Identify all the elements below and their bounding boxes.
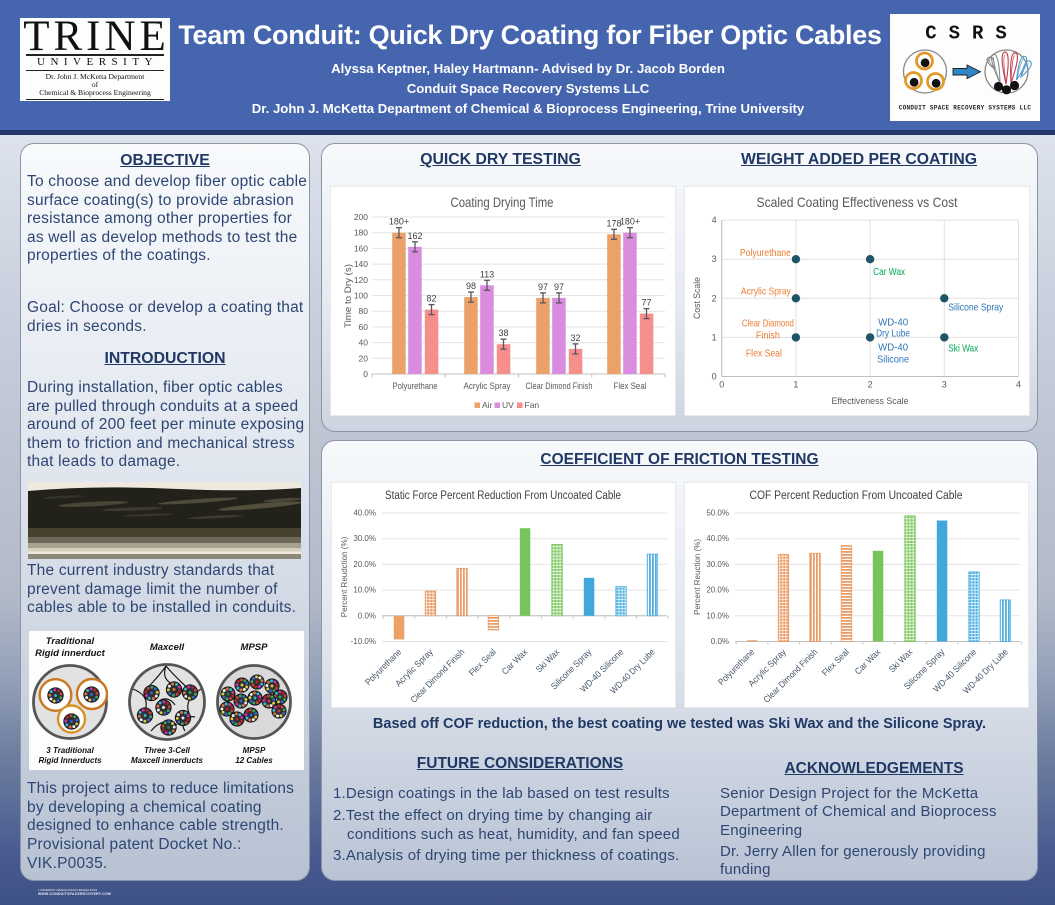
svg-text:Coating Drying Time: Coating Drying Time — [451, 194, 554, 210]
svg-text:2: 2 — [712, 293, 717, 303]
svg-text:20: 20 — [359, 353, 369, 363]
svg-text:40.0%: 40.0% — [706, 534, 729, 543]
svg-text:4: 4 — [1016, 380, 1021, 390]
svg-text:0.0%: 0.0% — [711, 637, 729, 646]
svg-text:Rigid innerduct: Rigid innerduct — [35, 648, 106, 659]
svg-text:50.0%: 50.0% — [706, 509, 729, 518]
svg-text:180+: 180+ — [620, 217, 640, 227]
svg-text:MPSP: MPSP — [243, 746, 266, 755]
svg-text:-10.0%: -10.0% — [351, 637, 376, 646]
svg-text:Acrylic Spray: Acrylic Spray — [464, 381, 511, 391]
svg-text:200: 200 — [354, 212, 368, 222]
svg-text:160: 160 — [354, 243, 368, 253]
svg-text:Silicone: Silicone — [877, 353, 909, 365]
svg-text:Effectiveness Scale: Effectiveness Scale — [832, 396, 909, 407]
svg-text:10.0%: 10.0% — [353, 586, 376, 595]
svg-text:Flex Seal: Flex Seal — [746, 347, 782, 359]
svg-text:Time to Dry (s): Time to Dry (s) — [343, 264, 353, 328]
svg-text:1: 1 — [712, 332, 717, 342]
svg-text:Three 3-Cell: Three 3-Cell — [144, 746, 191, 755]
svg-text:2: 2 — [868, 380, 873, 390]
svg-text:Flex Seal: Flex Seal — [614, 381, 647, 391]
svg-text:113: 113 — [480, 269, 494, 279]
svg-text:0: 0 — [719, 380, 724, 390]
svg-text:Percent Reuction (%): Percent Reuction (%) — [693, 539, 702, 615]
svg-text:Ski Wax: Ski Wax — [948, 342, 979, 354]
svg-text:3 Traditional: 3 Traditional — [46, 746, 94, 755]
svg-text:CONDUIT SPACE RECOVERY SYSTEMS: CONDUIT SPACE RECOVERY SYSTEMS LLC — [899, 105, 1032, 112]
svg-text:Traditional: Traditional — [46, 636, 95, 647]
svg-text:MPSP: MPSP — [241, 642, 269, 653]
svg-text:40: 40 — [359, 338, 369, 348]
svg-text:80: 80 — [359, 306, 369, 316]
svg-text:Finish: Finish — [756, 329, 780, 341]
svg-text:Scaled Coating Effectiveness v: Scaled Coating Effectiveness vs Cost — [757, 194, 958, 210]
svg-text:Polyurethane: Polyurethane — [393, 381, 438, 391]
svg-text:32: 32 — [570, 333, 580, 343]
svg-text:180+: 180+ — [389, 217, 409, 227]
svg-text:WD-40: WD-40 — [878, 316, 908, 328]
svg-text:60: 60 — [359, 322, 369, 332]
svg-text:3: 3 — [712, 254, 717, 264]
svg-text:Cost Scale: Cost Scale — [692, 277, 703, 319]
svg-text:Fan: Fan — [525, 400, 540, 410]
svg-text:40.0%: 40.0% — [353, 509, 376, 518]
svg-text:162: 162 — [407, 231, 422, 241]
svg-text:Clear Diamond: Clear Diamond — [742, 317, 794, 329]
svg-text:140: 140 — [354, 259, 368, 269]
svg-text:38: 38 — [498, 328, 508, 338]
svg-text:4: 4 — [712, 215, 717, 225]
svg-text:Car Wax: Car Wax — [873, 266, 906, 278]
svg-text:0: 0 — [712, 372, 717, 382]
svg-text:UV: UV — [502, 400, 514, 410]
svg-text:97: 97 — [538, 282, 548, 292]
svg-text:120: 120 — [354, 275, 368, 285]
svg-text:12 Cables: 12 Cables — [235, 756, 273, 765]
svg-text:82: 82 — [426, 294, 436, 304]
svg-text:20.0%: 20.0% — [353, 560, 376, 569]
svg-text:WD-40: WD-40 — [878, 341, 908, 353]
svg-text:0.0%: 0.0% — [358, 611, 376, 620]
svg-text:Air: Air — [482, 400, 493, 410]
svg-text:1: 1 — [793, 380, 798, 390]
svg-text:Clear Dimond Finish: Clear Dimond Finish — [526, 381, 593, 391]
svg-text:178: 178 — [606, 218, 621, 228]
svg-text:Polyurethane: Polyurethane — [740, 247, 791, 259]
svg-text:Maxcell: Maxcell — [150, 642, 185, 653]
svg-text:Percent Reudction (%): Percent Reudction (%) — [340, 536, 349, 617]
svg-text:Maxcell innerducts: Maxcell innerducts — [131, 756, 204, 765]
svg-text:COF Percent Reduction From Unc: COF Percent Reduction From Uncoated Cabl… — [750, 490, 963, 502]
svg-text:3: 3 — [942, 380, 947, 390]
svg-text:10.0%: 10.0% — [706, 611, 729, 620]
svg-text:CSRS: CSRS — [925, 23, 1019, 45]
svg-text:Silicone Spray: Silicone Spray — [948, 301, 1004, 313]
svg-text:180: 180 — [354, 228, 368, 238]
svg-text:0: 0 — [363, 369, 368, 379]
svg-text:77: 77 — [641, 298, 651, 308]
svg-text:98: 98 — [466, 281, 476, 291]
svg-text:Rigid Innerducts: Rigid Innerducts — [38, 756, 102, 765]
svg-text:97: 97 — [554, 282, 564, 292]
svg-text:20.0%: 20.0% — [706, 586, 729, 595]
svg-text:Acrylic Spray: Acrylic Spray — [741, 285, 792, 297]
svg-text:100: 100 — [354, 291, 368, 301]
svg-text:Static Force Percent Reduction: Static Force Percent Reduction From Unco… — [385, 490, 621, 502]
svg-text:Dry Lube: Dry Lube — [876, 327, 910, 339]
svg-text:30.0%: 30.0% — [353, 534, 376, 543]
svg-text:30.0%: 30.0% — [706, 560, 729, 569]
